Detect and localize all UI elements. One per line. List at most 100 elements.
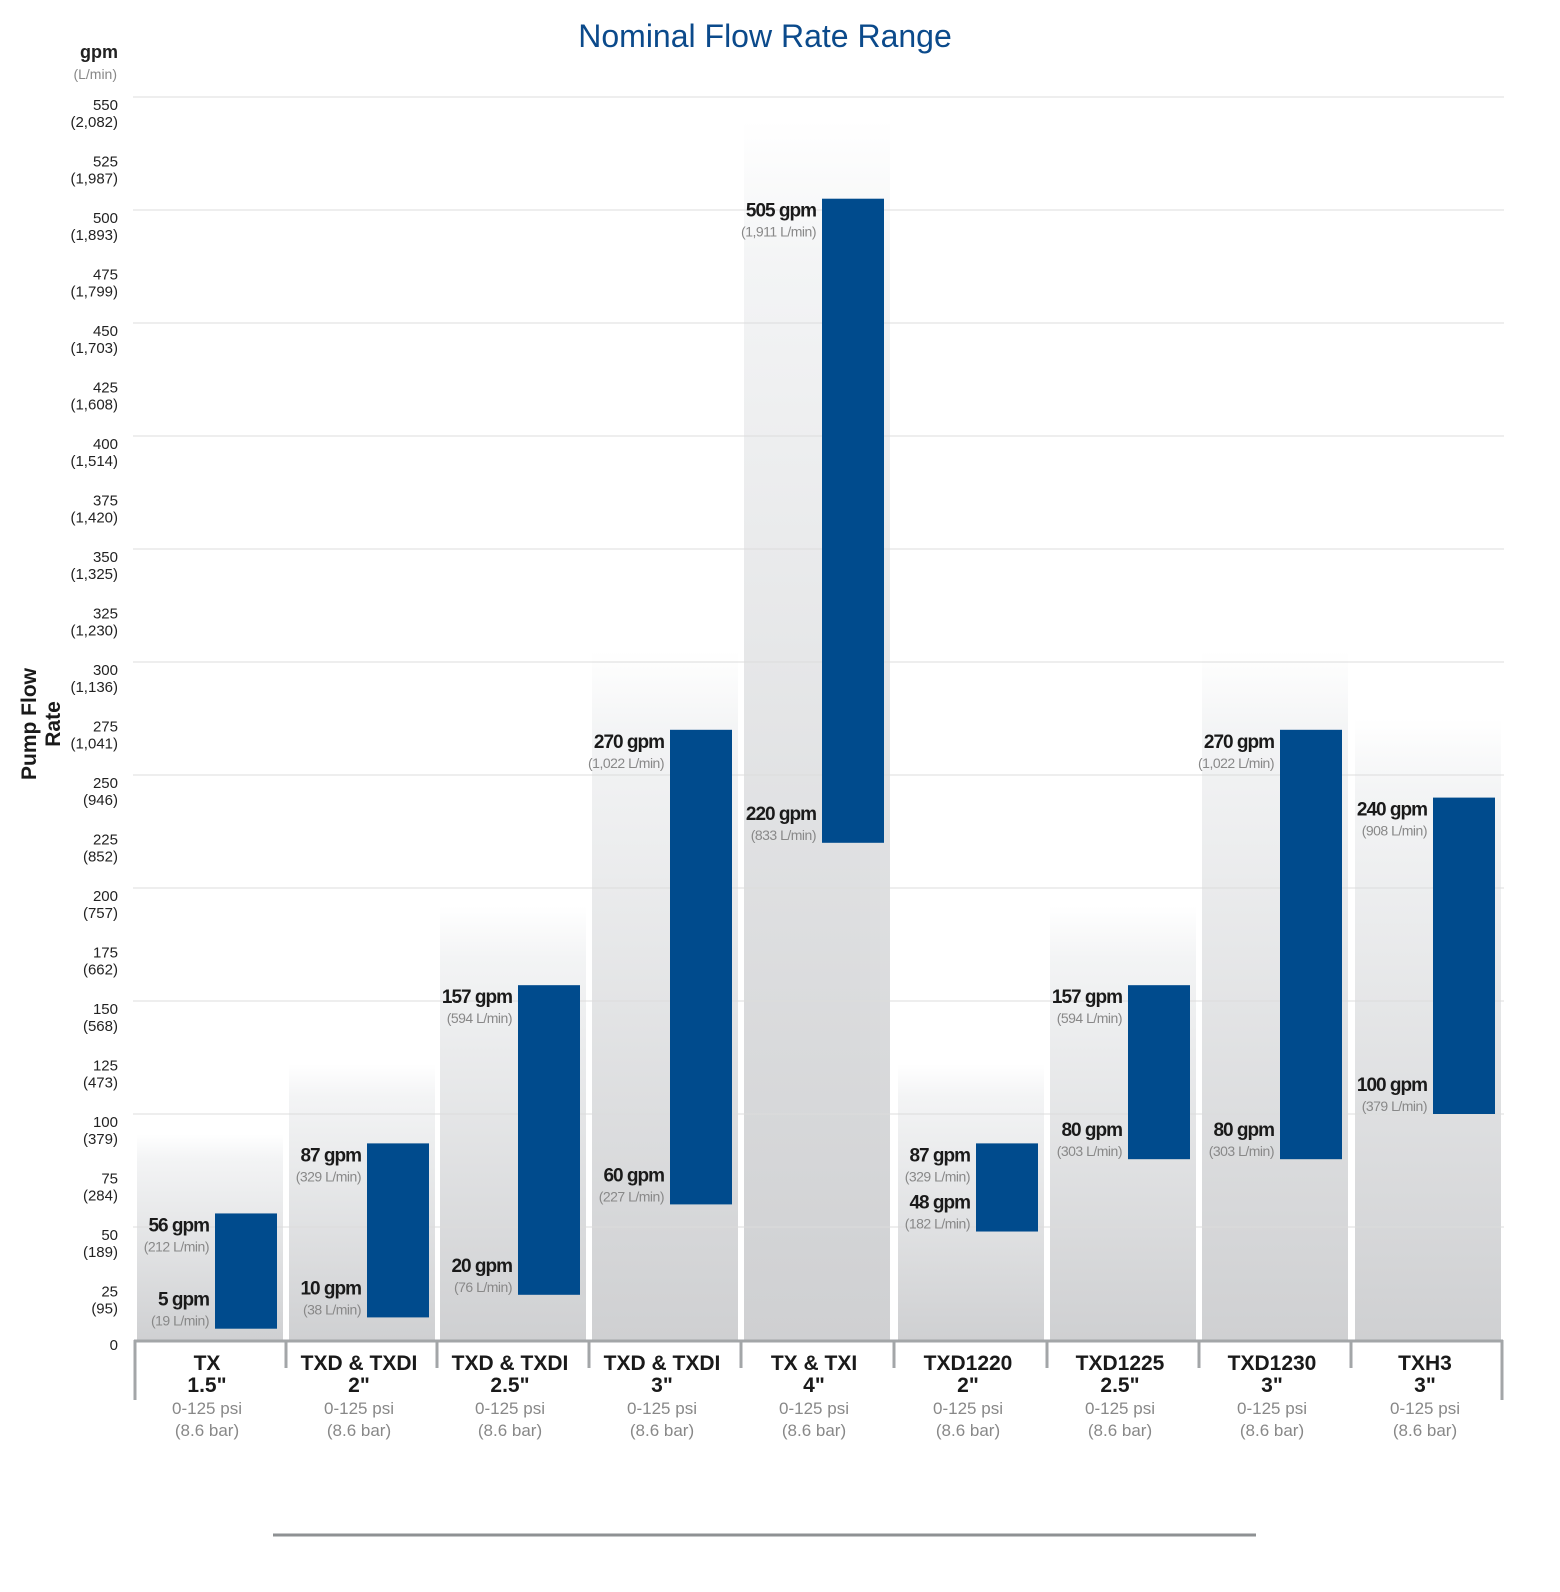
category-model: TXD1230 <box>1228 1352 1317 1375</box>
category-pressure: 0-125 psi <box>172 1399 242 1418</box>
max-sub-label: (1,022 L/min) <box>588 755 664 771</box>
category-model: TXH3 <box>1398 1352 1452 1375</box>
y-tick-label-lmin: (1,325) <box>70 566 118 583</box>
min-label: 60 gpm <box>603 1165 664 1186</box>
max-sub-label: (1,911 L/min) <box>741 224 816 240</box>
y-unit-lmin: (L/min) <box>73 66 117 82</box>
y-tick-label-lmin: (852) <box>83 849 118 866</box>
category-pressure: 0-125 psi <box>627 1399 697 1418</box>
y-tick-label: 550 <box>93 97 118 114</box>
y-tick-label: 300 <box>93 662 118 679</box>
y-unit-gpm: gpm <box>80 42 118 62</box>
min-label: 10 gpm <box>300 1278 361 1299</box>
category-model: TXD & TXDI <box>452 1352 569 1375</box>
max-label: 157 gpm <box>1052 987 1122 1008</box>
category-pressure-bar: (8.6 bar) <box>478 1421 542 1440</box>
y-tick-label-lmin: (473) <box>83 1075 118 1092</box>
y-tick-label-lmin: (1,799) <box>70 284 118 301</box>
category-model: TXD & TXDI <box>604 1352 721 1375</box>
y-tick-label: 200 <box>93 888 118 905</box>
range-bar <box>215 1213 277 1329</box>
category-model: TXD1225 <box>1076 1352 1165 1375</box>
min-label: 5 gpm <box>158 1290 209 1311</box>
max-label: 157 gpm <box>442 987 512 1008</box>
y-tick-label: 75 <box>101 1171 118 1188</box>
y-tick-label: 425 <box>93 380 118 397</box>
y-tick-label: 350 <box>93 549 118 566</box>
category-pressure-bar: (8.6 bar) <box>630 1421 694 1440</box>
y-tick-label-lmin: (284) <box>83 1188 118 1205</box>
category-size: 4" <box>803 1374 825 1397</box>
category-pressure: 0-125 psi <box>1237 1399 1307 1418</box>
y-tick-label: 150 <box>93 1001 118 1018</box>
category-size: 2" <box>957 1374 979 1397</box>
max-sub-label: (329 L/min) <box>296 1168 361 1184</box>
range-bar <box>822 198 884 843</box>
y-tick-label: 475 <box>93 267 118 284</box>
min-sub-label: (76 L/min) <box>454 1279 512 1295</box>
y-tick-label-lmin: (1,987) <box>70 171 118 188</box>
category-size: 3" <box>651 1374 673 1397</box>
category-size: 3" <box>1261 1374 1283 1397</box>
max-sub-label: (329 L/min) <box>905 1168 970 1184</box>
category-size: 3" <box>1414 1374 1436 1397</box>
category-size: 2.5" <box>1100 1374 1139 1397</box>
min-sub-label: (182 L/min) <box>905 1216 970 1232</box>
category-pressure-bar: (8.6 bar) <box>1240 1421 1304 1440</box>
range-bar <box>1280 729 1342 1160</box>
y-tick-label: 250 <box>93 775 118 792</box>
y-tick-label: 125 <box>93 1058 118 1075</box>
max-sub-label: (212 L/min) <box>144 1238 209 1254</box>
min-sub-label: (379 L/min) <box>1362 1098 1427 1114</box>
category-size: 2" <box>348 1374 370 1397</box>
y-tick-label-lmin: (946) <box>83 792 118 809</box>
y-tick-label-lmin: (1,136) <box>70 679 118 696</box>
y-tick-label-lmin: (568) <box>83 1018 118 1035</box>
min-sub-label: (303 L/min) <box>1209 1143 1274 1159</box>
y-tick-label-lmin: (2,082) <box>70 114 118 131</box>
category-pressure-bar: (8.6 bar) <box>782 1421 846 1440</box>
category-pressure: 0-125 psi <box>324 1399 394 1418</box>
max-label: 270 gpm <box>594 732 664 753</box>
category-model: TX <box>194 1352 221 1375</box>
range-bar <box>367 1143 429 1318</box>
y-tick-label-lmin: (189) <box>83 1244 118 1261</box>
max-sub-label: (1,022 L/min) <box>1198 755 1274 771</box>
range-bar <box>1128 985 1190 1160</box>
category-pressure-bar: (8.6 bar) <box>327 1421 391 1440</box>
category-pressure-bar: (8.6 bar) <box>175 1421 239 1440</box>
chart-title: Nominal Flow Rate Range <box>578 18 952 54</box>
category-pressure-bar: (8.6 bar) <box>936 1421 1000 1440</box>
range-bar <box>976 1143 1038 1232</box>
y-tick-label-lmin: (757) <box>83 905 118 922</box>
max-label: 87 gpm <box>909 1145 970 1166</box>
y-tick-label: 175 <box>93 945 118 962</box>
range-bar <box>518 985 580 1295</box>
category-pressure-bar: (8.6 bar) <box>1393 1421 1457 1440</box>
y-tick-label-lmin: (1,420) <box>70 510 118 527</box>
category-pressure: 0-125 psi <box>1390 1399 1460 1418</box>
y-tick-label-lmin: (1,041) <box>70 736 118 753</box>
y-tick-label-lmin: (662) <box>83 962 118 979</box>
y-tick-label-lmin: (1,893) <box>70 227 118 244</box>
category-pressure: 0-125 psi <box>933 1399 1003 1418</box>
max-label: 240 gpm <box>1357 800 1427 821</box>
category-pressure: 0-125 psi <box>475 1399 545 1418</box>
min-sub-label: (833 L/min) <box>751 827 816 843</box>
category-model: TX & TXI <box>771 1352 857 1375</box>
min-label: 80 gpm <box>1061 1120 1122 1141</box>
range-bar <box>1433 797 1495 1114</box>
max-label: 56 gpm <box>148 1215 209 1236</box>
category-pressure: 0-125 psi <box>1085 1399 1155 1418</box>
category-pressure-bar: (8.6 bar) <box>1088 1421 1152 1440</box>
category-model: TXD1220 <box>924 1352 1013 1375</box>
category-size: 2.5" <box>490 1374 529 1397</box>
y-tick-label-lmin: (1,703) <box>70 340 118 357</box>
min-sub-label: (19 L/min) <box>151 1313 209 1329</box>
min-label: 80 gpm <box>1213 1120 1274 1141</box>
max-label: 270 gpm <box>1204 732 1274 753</box>
range-bar <box>670 729 732 1205</box>
y-tick-label: 25 <box>101 1284 118 1301</box>
max-label: 87 gpm <box>300 1145 361 1166</box>
